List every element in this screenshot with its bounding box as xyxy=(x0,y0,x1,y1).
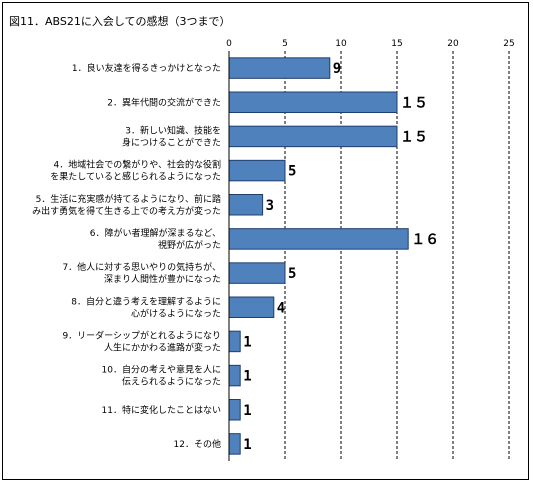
category-labels: 1．良い友達を得るきっかけとなった 2．異年代間の交流ができた 3．新しい知識、技能… xyxy=(32,62,221,450)
data-label: 9 xyxy=(333,61,341,77)
data-label: 4 xyxy=(277,300,285,316)
category-label: 10．自分の考えや意見を人に伝えられるようになった xyxy=(102,364,221,388)
x-tick-label: 25 xyxy=(503,39,514,49)
x-tick-label: 15 xyxy=(391,39,402,49)
data-label: 1 xyxy=(243,369,251,385)
bar xyxy=(228,296,275,318)
category-label: 2．異年代間の交流ができた xyxy=(107,96,221,108)
category-label: 4．地域社会での繋がりや、社会的な役割を果たしていると感じられるようになった xyxy=(50,159,221,183)
bars xyxy=(228,57,409,455)
x-tick-label: 5 xyxy=(282,39,288,49)
bar xyxy=(228,330,241,353)
bar xyxy=(228,433,241,455)
category-label: 6．障がい者理解が深まるなど、視野が広がった xyxy=(90,227,221,251)
data-labels: 9 １５ １５ 5 3 １６ 5 4 1 1 1 1 xyxy=(243,61,439,453)
category-label: 8．自分と違う考えを理解するように心がけるようになった xyxy=(71,295,221,319)
bar-chart: 図11．ABS21に入会しての感想（3つまで） 0 5 10 15 20 25 1．良い友… xyxy=(9,14,515,461)
chart-frame: 図11．ABS21に入会しての感想（3つまで） 0 5 10 15 20 25 1．良い友… xyxy=(2,2,529,480)
bar xyxy=(228,57,331,79)
data-label: 5 xyxy=(288,164,296,180)
data-label: 1 xyxy=(243,437,251,453)
x-tick-label: 0 xyxy=(226,39,232,49)
data-label: １５ xyxy=(400,95,428,111)
data-label: 1 xyxy=(243,334,251,350)
bar xyxy=(228,91,398,113)
data-label: １５ xyxy=(400,129,428,145)
chart-title: 図11．ABS21に入会しての感想（3つまで） xyxy=(9,14,231,28)
bar xyxy=(228,125,398,148)
data-label: 1 xyxy=(243,403,251,419)
x-tick-label: 20 xyxy=(447,39,459,49)
bar xyxy=(228,399,241,421)
grid-lines xyxy=(284,51,510,461)
category-label: 7．他人に対する思いやりの気持ちが、深まり人間性が豊かになった xyxy=(62,261,221,285)
bar xyxy=(228,364,241,387)
category-label: 1．良い友達を得るきっかけとなった xyxy=(72,62,221,74)
x-tick-label: 10 xyxy=(335,39,347,49)
category-label: 11．特に変化したことはない xyxy=(102,404,221,416)
category-label: 5．生活に充実感が持てるようになり、前に踏み出す勇気を得て生きる上での考え方が変… xyxy=(32,193,221,217)
category-label: 9．リーダーシップがとれるようになり人生にかかわる進路が変った xyxy=(62,329,221,353)
category-label: 12．その他 xyxy=(174,438,221,450)
bar xyxy=(228,159,286,182)
data-label: １６ xyxy=(411,232,439,248)
data-label: 3 xyxy=(266,198,274,214)
bar xyxy=(228,228,409,250)
x-axis-tick-labels: 0 5 10 15 20 25 xyxy=(226,39,515,49)
category-label: 3．新しい知識、技能を身につけることができた xyxy=(122,124,221,148)
data-label: 5 xyxy=(288,266,296,282)
bar xyxy=(228,262,286,284)
bar xyxy=(228,194,264,216)
